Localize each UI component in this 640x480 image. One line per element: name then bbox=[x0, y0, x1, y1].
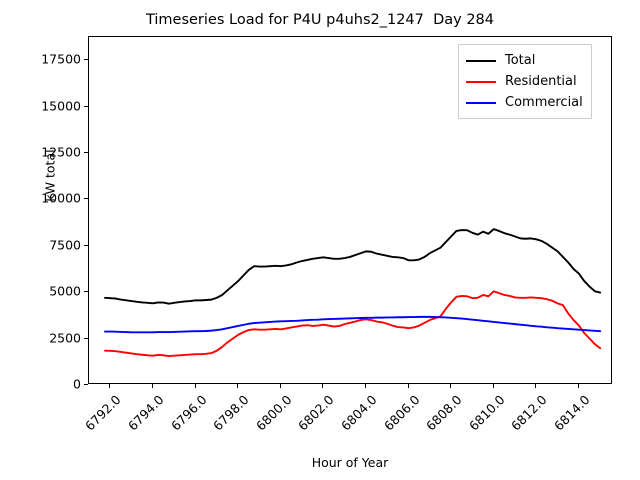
x-tick-label: 6794.0 bbox=[124, 392, 167, 434]
legend-line-swatch bbox=[466, 101, 496, 104]
y-tick-mark bbox=[84, 244, 88, 246]
y-tick-label: 12500 bbox=[41, 144, 81, 160]
y-tick-label: 0 bbox=[73, 376, 81, 392]
y-tick-label: 7500 bbox=[49, 237, 81, 253]
y-tick-mark bbox=[84, 198, 88, 200]
x-tick-label: 6814.0 bbox=[550, 392, 593, 434]
x-tick-label: 6804.0 bbox=[337, 392, 380, 434]
y-tick-label: 15000 bbox=[41, 98, 81, 114]
legend-label: Total bbox=[505, 53, 536, 68]
chart-title: Timeseries Load for P4U p4uhs2_1247 Day … bbox=[145, 12, 495, 28]
series-line-commercial bbox=[104, 315, 602, 334]
y-tick-label: 5000 bbox=[49, 283, 81, 299]
y-tick-label: 2500 bbox=[49, 330, 81, 346]
legend-label: Residential bbox=[505, 74, 577, 89]
series-lines bbox=[104, 228, 602, 357]
x-tick-mark bbox=[237, 384, 239, 388]
x-tick-mark bbox=[492, 384, 494, 388]
x-tick-label: 6796.0 bbox=[167, 392, 210, 434]
x-tick-label: 6798.0 bbox=[210, 392, 252, 434]
x-tick-mark bbox=[194, 384, 196, 388]
legend-line-swatch bbox=[466, 59, 496, 62]
y-tick-mark bbox=[84, 291, 88, 293]
x-tick-mark bbox=[151, 384, 153, 388]
x-tick-mark bbox=[109, 384, 111, 388]
y-tick-mark bbox=[84, 384, 88, 385]
x-tick-label: 6792.0 bbox=[82, 392, 124, 434]
x-tick-mark bbox=[322, 384, 324, 388]
chart-legend: Total Residential Commercial bbox=[458, 44, 592, 119]
x-tick-label: 6808.0 bbox=[423, 392, 465, 434]
y-tick-mark bbox=[84, 337, 88, 339]
x-tick-mark bbox=[450, 384, 452, 388]
y-axis-tick-labels: 0 2500 5000 7500 10000 12500 15000 17500 bbox=[0, 0, 81, 480]
y-tick-mark bbox=[84, 59, 88, 61]
series-line-total bbox=[104, 228, 602, 305]
series-line-residential bbox=[104, 290, 602, 357]
legend-label: Commercial bbox=[505, 95, 583, 110]
x-axis-label: Hour of Year bbox=[311, 455, 389, 470]
y-tick-label: 17500 bbox=[41, 51, 81, 67]
x-tick-label: 6806.0 bbox=[380, 392, 423, 434]
y-tick-label: 10000 bbox=[41, 190, 81, 206]
x-tick-label: 6800.0 bbox=[252, 392, 295, 434]
x-tick-mark bbox=[577, 384, 579, 388]
x-tick-mark bbox=[535, 384, 537, 388]
legend-entry[interactable]: Commercial bbox=[466, 92, 583, 113]
x-tick-label: 6812.0 bbox=[508, 392, 550, 434]
x-tick-label: 6802.0 bbox=[295, 392, 337, 434]
y-tick-mark bbox=[84, 105, 88, 107]
x-tick-label: 6810.0 bbox=[465, 392, 508, 434]
y-tick-mark bbox=[84, 152, 88, 153]
legend-entry[interactable]: Total bbox=[466, 50, 583, 71]
legend-line-swatch bbox=[466, 80, 496, 83]
x-tick-mark bbox=[364, 384, 366, 388]
legend-entry[interactable]: Residential bbox=[466, 71, 583, 92]
x-tick-mark bbox=[407, 384, 409, 388]
x-tick-mark bbox=[279, 384, 281, 388]
